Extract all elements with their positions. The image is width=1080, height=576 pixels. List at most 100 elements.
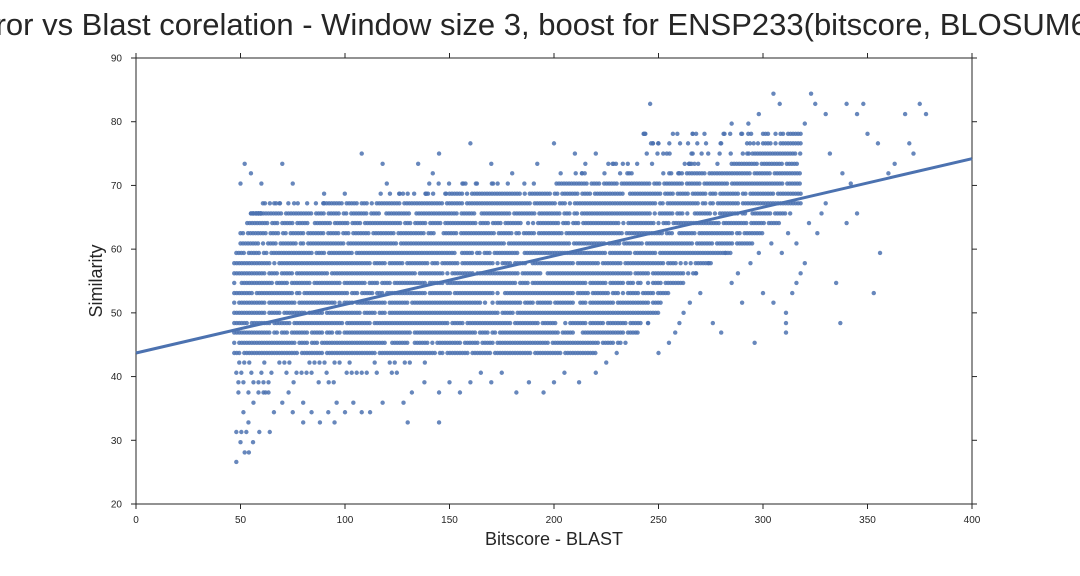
data-point	[405, 420, 410, 425]
data-point	[344, 370, 349, 375]
data-point	[638, 280, 643, 286]
data-point	[735, 201, 741, 206]
data-point	[639, 241, 644, 246]
data-point	[331, 380, 336, 385]
data-point	[287, 360, 292, 365]
data-point	[284, 330, 290, 335]
data-point	[767, 171, 772, 176]
data-point	[457, 390, 463, 395]
data-point	[715, 161, 720, 166]
data-point	[911, 151, 916, 156]
data-point	[249, 370, 254, 375]
data-point	[242, 450, 247, 455]
data-point	[232, 300, 237, 305]
data-point	[425, 260, 430, 266]
data-point	[257, 429, 262, 435]
data-point	[364, 370, 369, 375]
data-point	[844, 101, 849, 107]
data-point	[406, 211, 412, 216]
data-point	[421, 231, 426, 236]
data-point	[283, 231, 288, 236]
data-point	[747, 171, 752, 176]
data-point	[275, 220, 280, 226]
data-point	[567, 201, 573, 206]
data-point	[727, 131, 733, 137]
data-point	[267, 260, 272, 266]
data-point	[332, 360, 337, 365]
data-point	[735, 191, 741, 196]
data-point	[562, 370, 567, 375]
data-point	[625, 161, 631, 166]
data-point	[680, 271, 686, 276]
data-point	[364, 201, 369, 206]
data-point	[670, 211, 675, 216]
data-point	[530, 300, 535, 305]
data-point	[752, 340, 757, 346]
data-point	[337, 280, 342, 286]
data-point	[336, 211, 341, 216]
data-point	[397, 220, 403, 226]
data-point	[740, 151, 746, 156]
data-point	[324, 271, 330, 276]
data-point	[703, 191, 708, 196]
data-point	[573, 171, 578, 176]
data-point	[293, 241, 298, 246]
data-point	[650, 290, 656, 296]
data-point	[621, 220, 626, 226]
data-point	[558, 171, 563, 176]
data-point	[317, 360, 322, 365]
data-point	[840, 171, 845, 176]
data-point	[337, 330, 342, 335]
data-point	[482, 300, 488, 305]
data-point	[615, 290, 621, 296]
data-point	[787, 211, 793, 216]
data-point	[688, 260, 693, 266]
data-point	[415, 161, 421, 166]
data-point	[430, 191, 436, 196]
data-point	[783, 330, 789, 335]
data-point	[593, 350, 598, 356]
data-point	[274, 271, 280, 276]
data-point	[329, 330, 335, 335]
data-point	[307, 360, 312, 365]
data-point	[336, 231, 341, 236]
data-point	[673, 260, 678, 266]
data-point	[719, 330, 724, 335]
data-point	[261, 380, 266, 385]
data-point	[263, 231, 268, 236]
data-point	[710, 320, 716, 326]
data-point	[656, 220, 661, 226]
data-point	[260, 241, 266, 246]
data-point	[665, 290, 671, 296]
data-point	[527, 201, 532, 206]
data-point	[284, 280, 290, 286]
data-point	[236, 390, 241, 395]
data-point	[436, 151, 442, 156]
data-point	[422, 380, 427, 385]
data-point	[614, 350, 619, 356]
data-point	[583, 280, 588, 286]
data-point	[241, 410, 246, 415]
data-point	[367, 260, 372, 266]
data-point	[647, 101, 653, 107]
data-point	[748, 260, 753, 266]
data-point	[256, 250, 262, 256]
data-point	[593, 151, 598, 156]
data-point	[498, 220, 503, 226]
data-point	[865, 131, 870, 137]
data-point	[689, 151, 694, 156]
data-point	[312, 360, 317, 365]
data-point	[617, 171, 623, 176]
data-point	[794, 241, 799, 246]
data-point	[710, 201, 716, 206]
data-point	[652, 201, 658, 206]
data-point	[566, 220, 571, 226]
data-point	[755, 141, 761, 146]
data-point	[266, 380, 271, 385]
data-point	[274, 330, 280, 335]
data-point	[491, 231, 497, 236]
data-point	[770, 191, 776, 196]
data-point	[685, 271, 691, 276]
data-point	[505, 181, 511, 186]
